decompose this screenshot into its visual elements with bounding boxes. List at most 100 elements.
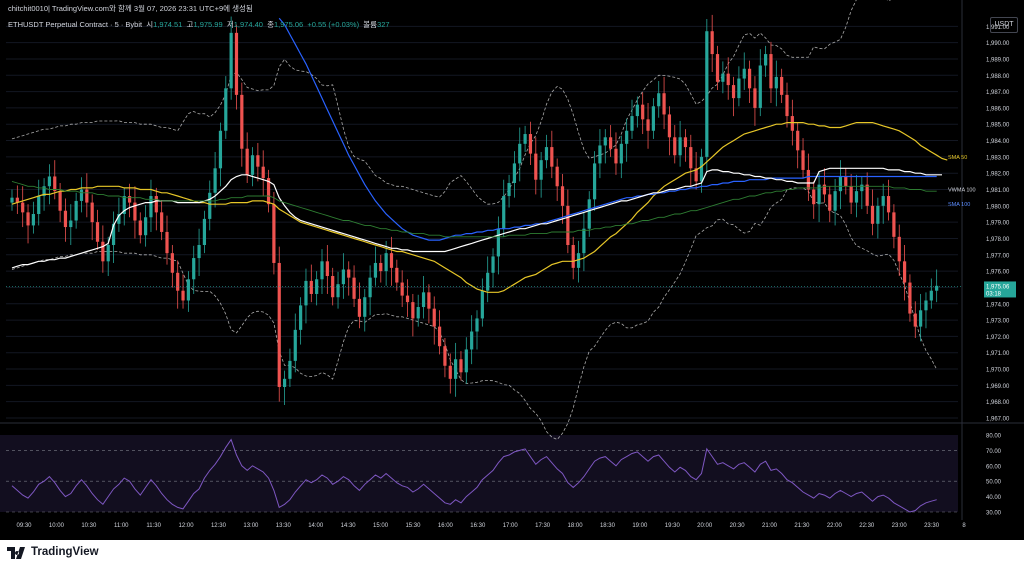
price-tick-label: 1,972.00 xyxy=(986,335,1010,341)
candle-body-down xyxy=(272,204,276,263)
candle-body-down xyxy=(812,189,816,205)
price-tick-label: 1,987.00 xyxy=(986,90,1010,96)
rsi-tick-label: 40.00 xyxy=(986,495,1002,501)
candle-body-up xyxy=(523,134,527,144)
candle-body-down xyxy=(245,148,249,175)
candle-body-up xyxy=(630,116,634,131)
price-tick-label: 1,989.00 xyxy=(986,57,1010,63)
high-value: 1,975.99 xyxy=(193,20,223,29)
candle-body-down xyxy=(555,166,559,187)
chart-area[interactable]: 1,991.00 1,990.00 1,989.00 1,988.00 1,987.00… xyxy=(0,0,1024,540)
candle-body-down xyxy=(133,202,137,221)
candle-body-down xyxy=(683,137,688,148)
candle-body-up xyxy=(320,261,324,280)
candle-body-up xyxy=(833,191,837,211)
candle-body-down xyxy=(352,277,356,299)
symbol-label[interactable]: ETHUSDT Perpetual Contract · 5 · Bybit xyxy=(8,20,143,29)
upper-band-line xyxy=(11,0,892,205)
volume-value: 327 xyxy=(377,20,390,29)
candle-body-down xyxy=(165,231,169,254)
candle-body-down xyxy=(437,326,442,347)
candle-body-up xyxy=(678,137,682,156)
candle-body-up xyxy=(218,130,223,169)
candle-body-down xyxy=(913,313,917,327)
time-tick-label: 13:00 xyxy=(243,523,259,529)
time-tick-label: 15:30 xyxy=(405,523,421,529)
time-axis: 09:30 10:00 10:30 11:00 11:30 12:00 12:30 13:00… xyxy=(16,523,966,529)
candle-body-down xyxy=(347,269,351,278)
candle-body-down xyxy=(261,166,265,179)
candle-body-down xyxy=(822,184,827,195)
candle-body-down xyxy=(21,202,25,213)
price-tick-label: 1,981.00 xyxy=(986,188,1010,194)
candle-body-up xyxy=(304,280,308,306)
candle-body-up xyxy=(924,300,928,311)
candle-body-up xyxy=(315,279,319,294)
candle-body-up xyxy=(838,176,843,192)
time-tick-label: 23:00 xyxy=(892,523,908,529)
chart-canvas[interactable]: 1,991.00 1,990.00 1,989.00 1,988.00 1,987.00… xyxy=(0,0,1024,540)
candle-body-down xyxy=(710,31,714,55)
candle-body-down xyxy=(673,137,677,156)
candle-body-up xyxy=(79,189,84,201)
candle-body-up xyxy=(705,31,709,157)
rsi-line xyxy=(11,438,937,513)
candle-body-down xyxy=(865,184,869,206)
candle-body-down xyxy=(15,197,19,203)
time-tick-label: 20:30 xyxy=(730,523,746,529)
candle-body-down xyxy=(801,150,805,170)
candle-body-down xyxy=(726,73,730,86)
candle-body-up xyxy=(721,73,725,82)
candle-body-up xyxy=(518,143,522,164)
price-tick-label: 1,984.00 xyxy=(986,139,1010,145)
candle-body-up xyxy=(817,184,821,205)
candle-body-up xyxy=(881,196,885,206)
candle-body-up xyxy=(470,331,474,350)
tradingview-logo-icon xyxy=(7,546,27,559)
candle-body-up xyxy=(539,160,543,180)
candle-body-up xyxy=(758,65,762,108)
candle-body-up xyxy=(336,284,340,298)
candle-body-down xyxy=(90,202,94,223)
price-tick-label: 1,978.00 xyxy=(986,237,1010,243)
tradingview-logo[interactable]: TradingView xyxy=(7,546,99,559)
candle-body-up xyxy=(454,359,458,379)
candle-body-up xyxy=(544,147,549,161)
candle-body-down xyxy=(26,212,30,226)
rsi-tick-label: 60.00 xyxy=(986,464,1002,470)
candle-body-down xyxy=(892,212,896,237)
time-tick-label: 22:30 xyxy=(859,523,875,529)
sma-100-line xyxy=(278,17,937,241)
candle-body-down xyxy=(886,196,891,213)
candle-body-down xyxy=(550,147,554,167)
time-tick-label: 21:30 xyxy=(794,523,810,529)
candle-body-up xyxy=(47,176,52,187)
candle-body-down xyxy=(849,186,853,203)
currency-button[interactable]: USDT xyxy=(990,17,1018,33)
candle-body-up xyxy=(149,196,153,218)
candle-body-down xyxy=(170,253,174,273)
candle-body-up xyxy=(421,292,426,308)
candle-body-up xyxy=(512,163,517,183)
time-tick-label: 21:00 xyxy=(762,523,778,529)
candle-body-down xyxy=(828,194,832,211)
candle-body-up xyxy=(37,196,41,214)
last-price-countdown: 03:18 xyxy=(986,291,1002,297)
candle-body-up xyxy=(587,199,591,229)
candle-body-down xyxy=(154,196,158,213)
time-tick-label: 20:00 xyxy=(697,523,713,529)
candles xyxy=(10,14,939,405)
candle-body-up xyxy=(69,220,73,228)
candle-body-up xyxy=(619,143,623,164)
time-tick-label: 13:30 xyxy=(276,523,292,529)
candle-body-down xyxy=(448,365,452,379)
candle-body-up xyxy=(502,196,506,229)
rsi-tick-label: 70.00 xyxy=(986,449,1002,455)
candle-body-up xyxy=(657,93,661,107)
candle-body-down xyxy=(277,262,281,387)
price-tick-label: 1,980.00 xyxy=(986,204,1010,210)
price-tick-label: 1,988.00 xyxy=(986,74,1010,80)
lower-band-line xyxy=(11,187,938,440)
candle-body-up xyxy=(699,156,704,182)
candle-body-up xyxy=(486,272,490,291)
